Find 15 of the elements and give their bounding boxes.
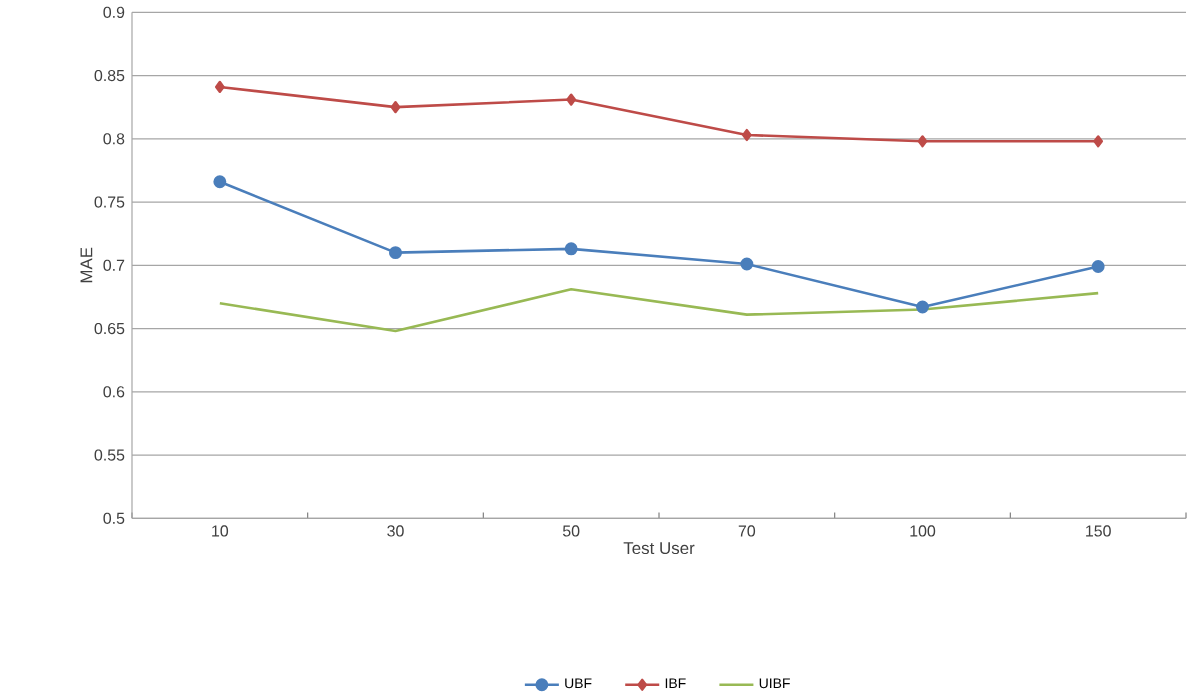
point	[917, 135, 928, 148]
point	[566, 93, 577, 107]
point	[740, 258, 754, 271]
x-axis-title: Test User	[623, 542, 695, 555]
line-series	[218, 288, 1100, 333]
point	[390, 101, 401, 114]
point	[564, 242, 578, 256]
point	[1093, 135, 1104, 148]
point	[1091, 260, 1105, 274]
point	[389, 246, 402, 260]
point	[214, 81, 225, 94]
point	[213, 175, 227, 189]
point	[741, 129, 752, 142]
y-axis-title: MAE	[80, 248, 93, 283]
point	[916, 301, 929, 314]
